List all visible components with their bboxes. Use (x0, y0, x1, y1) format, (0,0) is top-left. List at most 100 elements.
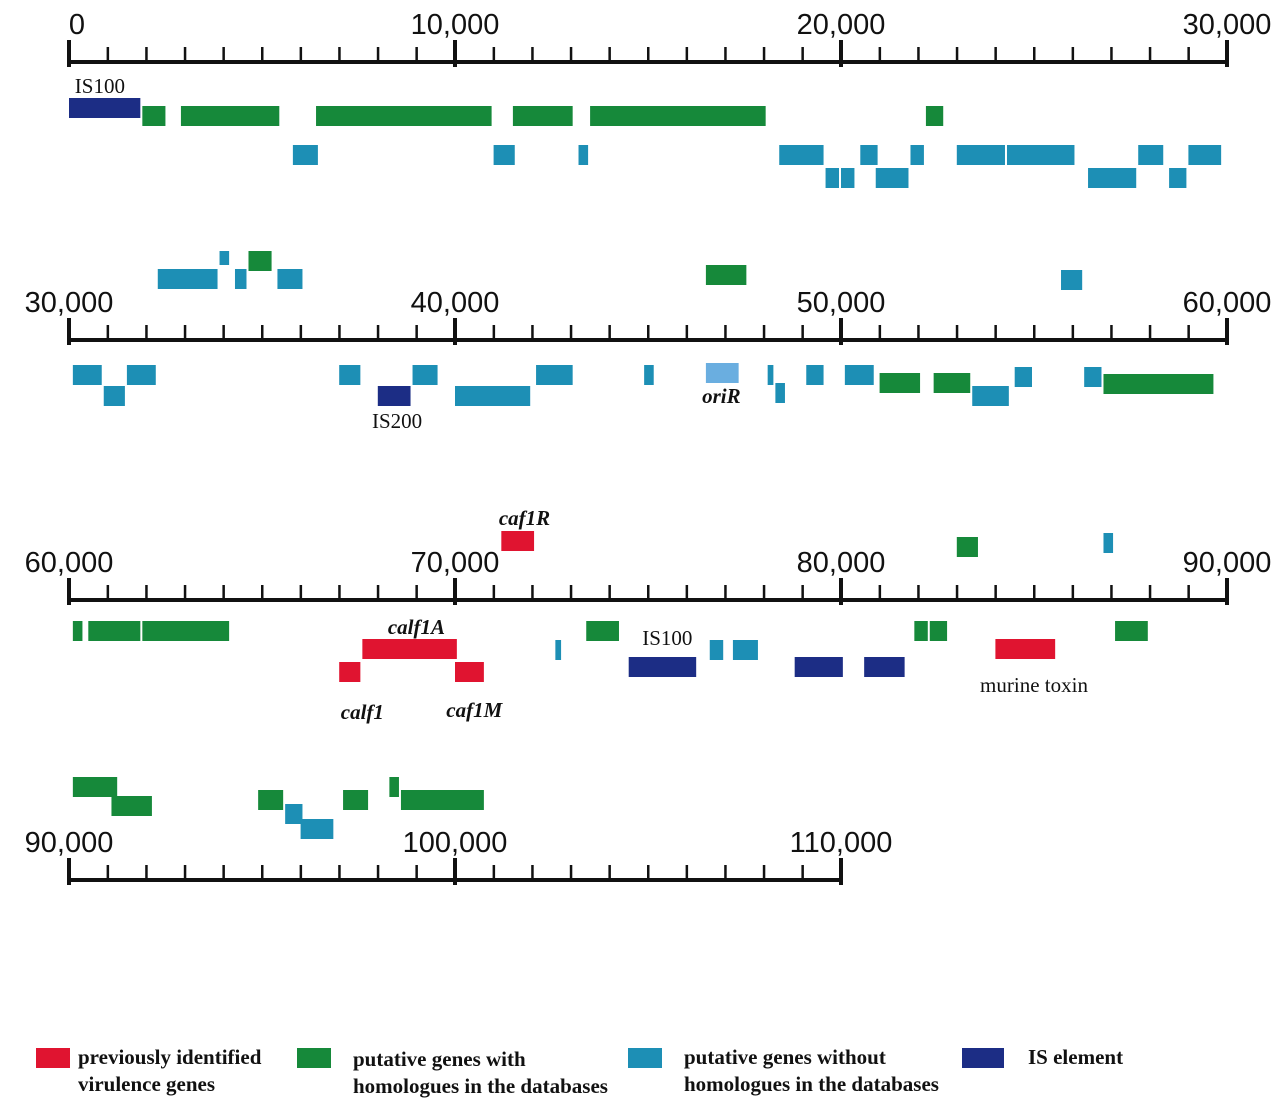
gene-block-without-homologues (219, 251, 230, 265)
gene-block-is-element (377, 386, 411, 406)
axis-minor-tick (415, 325, 418, 340)
gene-block-without-homologues (157, 269, 218, 289)
gene-block-without-homologues (1103, 533, 1114, 553)
gene-block-without-homologues (555, 640, 562, 660)
axis-minor-tick (145, 585, 148, 600)
gene-block-with-homologues (389, 777, 399, 797)
axis-minor-tick (878, 47, 882, 62)
gene-block-is-element (794, 657, 843, 677)
axis-minor-tick (222, 585, 225, 600)
axis-minor-tick (1148, 325, 1152, 340)
axis-minor-tick (569, 325, 573, 340)
gene-block-with-homologues (72, 777, 118, 797)
gene-block-is-element (69, 98, 141, 118)
axis-minor-tick (261, 585, 264, 600)
gene-block-with-homologues (142, 621, 230, 641)
axis-minor-tick (415, 865, 418, 880)
gene-block-without-homologues (775, 383, 785, 403)
axis-major-tick (453, 40, 457, 67)
axis-minor-tick (1071, 47, 1075, 62)
gene-block-without-homologues (972, 386, 1009, 406)
axis-minor-tick (1110, 325, 1113, 340)
axis-minor-tick (994, 325, 997, 340)
axis-minor-tick (338, 325, 341, 340)
gene-label: IS100 (642, 626, 692, 650)
axis-minor-tick (492, 585, 496, 600)
gene-label: caf1R (499, 506, 550, 530)
axis-minor-tick (917, 325, 920, 340)
axis-minor-tick (801, 47, 804, 62)
axis-minor-tick (685, 585, 689, 600)
axis-minor-tick (801, 325, 804, 340)
gene-block-with-homologues (512, 106, 573, 126)
gene-block-without-homologues (234, 269, 247, 289)
gene-block-with-homologues (1115, 621, 1148, 641)
gene-block-without-homologues (103, 386, 125, 406)
axis-tick-label: 10,000 (411, 9, 500, 41)
axis-minor-tick (1187, 325, 1190, 340)
gene-block-is-element (864, 657, 905, 677)
gene-block-without-homologues (493, 145, 515, 165)
axis-minor-tick (338, 47, 341, 62)
axis-tick-label: 40,000 (411, 287, 500, 319)
axis-minor-tick (955, 47, 959, 62)
gene-block-without-homologues (1084, 367, 1102, 387)
gene-block-without-homologues (860, 145, 878, 165)
axis-major-tick (839, 578, 843, 605)
axis-minor-tick (762, 585, 766, 600)
gene-label: IS100 (75, 74, 125, 98)
axis-tick-label: 60,000 (1183, 287, 1272, 319)
gene-block-without-homologues (1061, 270, 1083, 290)
axis-minor-tick (1071, 325, 1075, 340)
axis-minor-tick (1033, 47, 1036, 62)
axis-minor-tick (415, 585, 418, 600)
axis-major-tick (67, 858, 71, 885)
axis-minor-tick (762, 325, 766, 340)
legend-swatch-without-homologues (628, 1048, 662, 1068)
plasmid-gene-map: 0 10,000 20,000 30,000 IS100 30,000 40,000 50,0… (25, 9, 1272, 885)
axis-major-tick (1225, 318, 1229, 345)
axis-minor-tick (955, 325, 959, 340)
axis-minor-tick (531, 325, 534, 340)
gene-block-with-homologues (258, 790, 284, 810)
axis-tick-label: 80,000 (797, 547, 886, 579)
gene-block-virulence (995, 639, 1056, 659)
axis-minor-tick (647, 865, 650, 880)
gene-block-with-homologues (316, 106, 492, 126)
gene-block-with-homologues (956, 537, 978, 557)
axis-minor-tick (685, 865, 689, 880)
axis-minor-tick (531, 585, 534, 600)
axis-minor-tick (145, 47, 148, 62)
axis-minor-tick (1148, 47, 1152, 62)
axis-minor-tick (261, 325, 264, 340)
gene-label: murine toxin (980, 673, 1088, 697)
axis-minor-tick (106, 47, 110, 62)
gene-block-with-homologues (248, 251, 272, 271)
axis-minor-tick (801, 865, 804, 880)
axis-minor-tick (1033, 325, 1036, 340)
gene-block-without-homologues (277, 269, 303, 289)
legend-label-with-homologues-line1: putative genes with (353, 1047, 526, 1071)
axis-minor-tick (222, 325, 225, 340)
gene-block-without-homologues (300, 819, 334, 839)
axis-minor-tick (531, 865, 534, 880)
axis-minor-tick (647, 47, 650, 62)
axis-tick-label: 30,000 (1183, 9, 1272, 41)
axis-minor-tick (299, 325, 303, 340)
gene-block-with-homologues (1103, 374, 1214, 394)
axis-minor-tick (183, 585, 187, 600)
legend-label-without-homologues-line2: homologues in the databases (684, 1072, 939, 1096)
gene-block-with-homologues (142, 106, 166, 126)
gene-block-without-homologues (844, 365, 874, 385)
axis-minor-tick (1187, 585, 1190, 600)
gene-block-without-homologues (1088, 168, 1137, 188)
gene-label: oriR (702, 384, 741, 408)
gene-block-without-homologues (806, 365, 824, 385)
axis-minor-tick (647, 325, 650, 340)
axis-minor-tick (261, 47, 264, 62)
gene-block-without-homologues (578, 145, 589, 165)
gene-block-without-homologues (126, 365, 156, 385)
axis-tick-label: 110,000 (790, 827, 893, 859)
axis-minor-tick (1148, 585, 1152, 600)
axis-minor-tick (608, 585, 611, 600)
